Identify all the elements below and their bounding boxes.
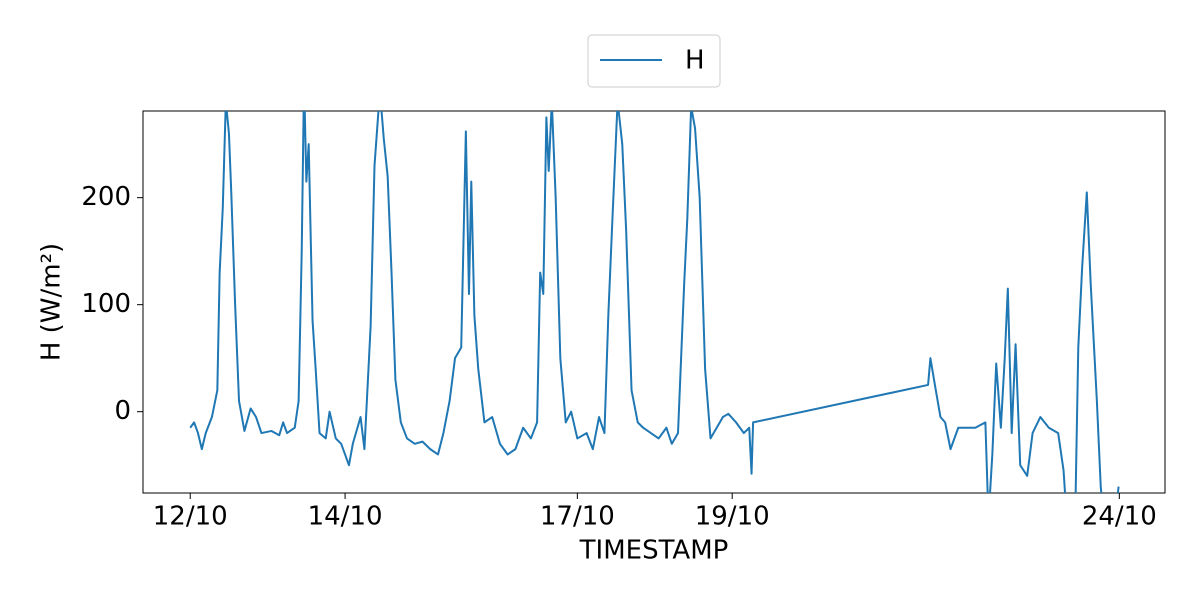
line-series [189,111,1120,493]
x-tick-label: 14/10 [308,502,383,532]
x-tick-label: 24/10 [1082,502,1157,532]
line-layer [189,111,1120,493]
x-tick-label: 17/10 [540,502,615,532]
y-tick-label: 0 [114,396,131,426]
x-tick-label: 19/10 [695,502,770,532]
plot-frame [142,110,1166,494]
legend-label: H [685,46,705,76]
x-tick-label: 12/10 [153,502,228,532]
legend: H [587,34,721,88]
y-tick-label: 200 [81,182,131,212]
y-axis-label: H (W/m²) [37,243,67,361]
y-tick-label: 100 [81,289,131,319]
x-axis-label: TIMESTAMP [579,536,729,566]
